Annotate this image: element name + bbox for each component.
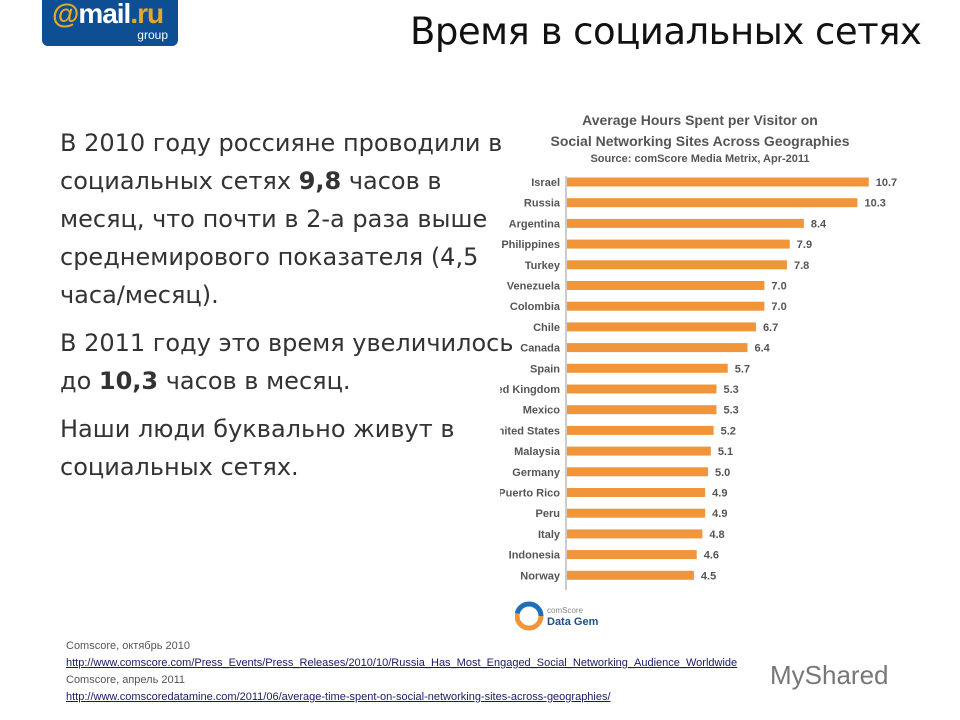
- category-label: United Kingdom: [500, 384, 560, 396]
- myshared-watermark: MyShared: [770, 660, 889, 690]
- category-label: Chile: [533, 322, 560, 334]
- value-label: 6.4: [754, 343, 770, 355]
- category-label: Malaysia: [514, 446, 561, 458]
- category-label: Venezuela: [507, 281, 561, 293]
- bar: [567, 322, 756, 332]
- category-label: Italy: [538, 529, 561, 541]
- category-label: United States: [500, 425, 560, 437]
- bar: [567, 529, 703, 539]
- category-label: Germany: [512, 467, 561, 479]
- chart-subtitle: Source: comScore Media Metrix, Apr-2011: [590, 153, 810, 165]
- svg-text:comScore: comScore: [547, 606, 584, 615]
- value-label: 5.3: [723, 384, 738, 396]
- bar: [567, 281, 765, 290]
- value-label: 7.0: [771, 301, 786, 313]
- bar: [567, 343, 748, 353]
- value-label: 4.9: [712, 508, 727, 520]
- paragraph-2010: В 2010 году россияне проводили в социаль…: [60, 129, 503, 309]
- slide-title: Время в социальных сетях: [410, 10, 922, 53]
- references: Comscore, октябрь 2010 http://www.comsco…: [66, 638, 737, 706]
- category-label: Mexico: [523, 405, 561, 417]
- svg-text:Data Gem: Data Gem: [547, 616, 599, 628]
- category-label: Puerto Rico: [500, 488, 560, 500]
- value-label: 4.5: [701, 570, 716, 582]
- category-label: Argentina: [509, 218, 561, 230]
- value-label: 10.7: [876, 177, 897, 189]
- value-label: 7.0: [771, 281, 786, 293]
- value-label: 10.3: [864, 198, 885, 210]
- category-label: Philippines: [501, 239, 560, 251]
- value-label: 6.7: [763, 322, 778, 334]
- value-label: 5.2: [721, 425, 736, 437]
- category-label: Turkey: [525, 260, 561, 272]
- ref-2-link[interactable]: http://www.comscoredatamine.com/2011/06/…: [66, 691, 611, 703]
- slide-body: В 2010 году россияне проводили в социаль…: [60, 124, 520, 496]
- category-label: Peru: [536, 508, 560, 520]
- category-label: Spain: [530, 363, 560, 375]
- bar: [567, 198, 858, 208]
- value-label: 4.8: [709, 529, 724, 541]
- value-label: 5.0: [715, 467, 730, 479]
- bar: [567, 177, 869, 187]
- bar: [567, 446, 711, 456]
- bar: [567, 218, 804, 228]
- bar: [567, 239, 790, 249]
- bar: [567, 301, 765, 311]
- bar: [567, 508, 706, 518]
- value-label: 5.7: [735, 363, 750, 375]
- category-label: Indonesia: [509, 550, 561, 562]
- bar: [567, 384, 717, 394]
- category-label: Canada: [520, 343, 561, 355]
- chart-title-line1: Average Hours Spent per Visitor on: [582, 112, 818, 128]
- category-label: Norway: [520, 570, 561, 582]
- bar: [567, 550, 697, 560]
- bar-chart: Average Hours Spent per Visitor on Socia…: [500, 100, 900, 640]
- bar: [567, 363, 728, 373]
- chart-plot: Israel 10.7 Russia 10.3 Argentina 8.4 Philippi…: [500, 176, 897, 590]
- category-label: Israel: [531, 177, 560, 189]
- bar: [567, 570, 694, 580]
- category-label: Colombia: [510, 301, 561, 313]
- comscore-data-gem-logo: comScore Data Gem: [514, 600, 635, 637]
- value-label: 4.6: [704, 550, 719, 562]
- ref-1-label: Comscore, октябрь 2010: [66, 640, 190, 652]
- chart-title-line2: Social Networking Sites Across Geographi…: [550, 133, 850, 149]
- ref-2-label: Comscore, апрель 2011: [66, 674, 186, 686]
- value-label: 7.8: [794, 260, 809, 272]
- bar: [567, 260, 787, 270]
- bar: [567, 405, 717, 415]
- value-label: 4.9: [712, 488, 727, 500]
- category-label: Russia: [524, 198, 561, 210]
- bar: [567, 425, 714, 435]
- paragraph-2011: В 2011 году это время увеличилось до 10,…: [60, 329, 514, 395]
- value-label: 5.1: [718, 446, 733, 458]
- value-label: 7.9: [797, 239, 812, 251]
- bar: [567, 467, 708, 477]
- value-label: 5.3: [723, 405, 738, 417]
- mailru-group-logo: @mail.ru group: [42, 0, 178, 46]
- bar: [567, 488, 706, 497]
- ref-1-link[interactable]: http://www.comscore.com/Press_Events/Pre…: [66, 657, 738, 669]
- paragraph-conclusion: Наши люди буквально живут в социальных с…: [60, 415, 455, 481]
- value-label: 8.4: [811, 218, 827, 230]
